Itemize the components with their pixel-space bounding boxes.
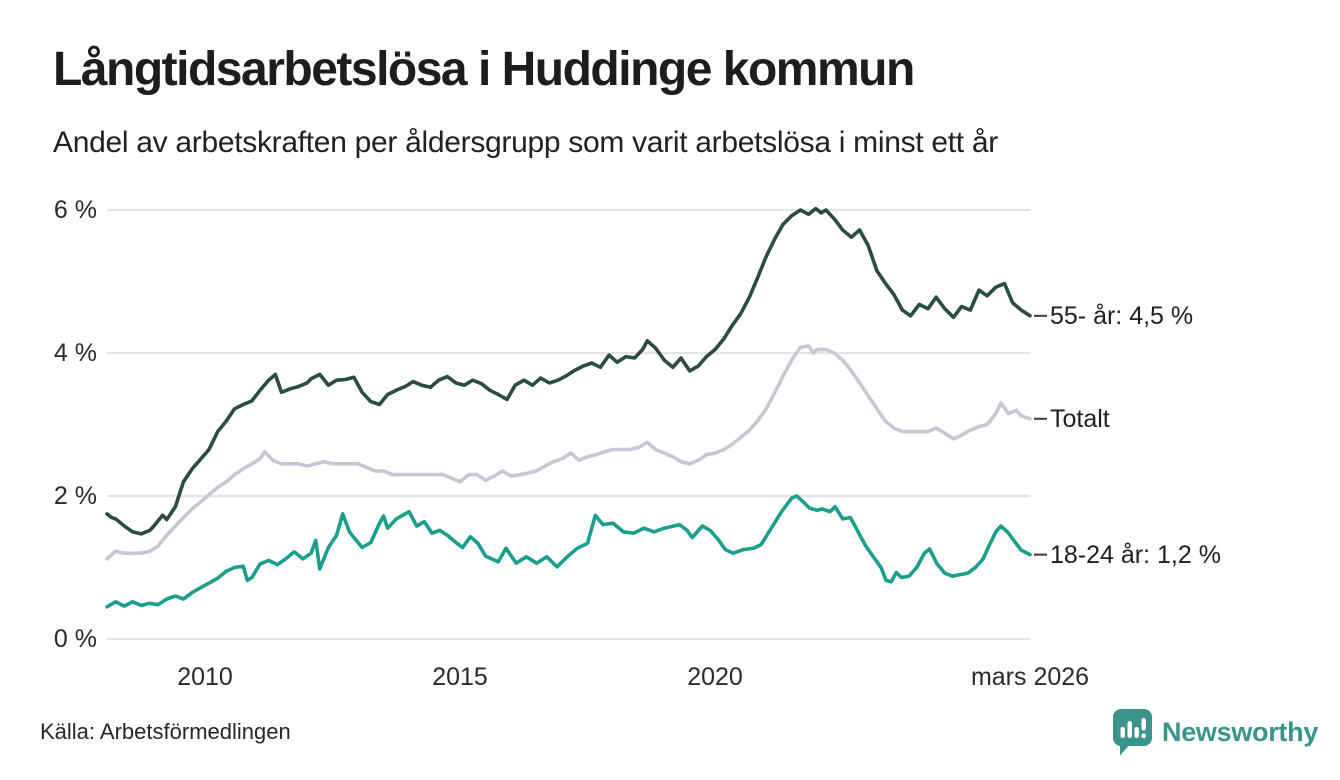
- x-axis-tick-label: 2015: [432, 663, 488, 691]
- newsworthy-wordmark: Newsworthy: [1162, 716, 1319, 747]
- series-end-label: Totalt: [1050, 404, 1110, 433]
- newsworthy-logo: Newsworthy: [1112, 708, 1318, 756]
- x-axis-tick-label: mars 2026: [970, 663, 1090, 691]
- x-axis-tick-label: 2020: [687, 663, 743, 691]
- y-axis-tick-label: 2 %: [53, 482, 97, 510]
- y-axis-tick-label: 4 %: [53, 339, 97, 367]
- series-line-55-r: [105, 206, 1032, 536]
- x-axis-tick-label: 2010: [177, 663, 233, 691]
- newsworthy-speech-bubble-bar-chart-icon: [1112, 709, 1152, 756]
- chart-title: Långtidsarbetslösa i Huddinge kommun: [53, 43, 915, 96]
- chart-subtitle: Andel av arbetskraften per åldersgrupp s…: [53, 126, 998, 159]
- source-credit: Källa: Arbetsförmedlingen: [40, 719, 291, 744]
- y-axis-tick-label: 0 %: [53, 625, 97, 653]
- series-line-Totalt: [105, 344, 1032, 561]
- series-line-18-24-r: [105, 494, 1032, 609]
- y-axis-tick-label: 6 %: [53, 196, 97, 224]
- series-end-label: 55- år: 4,5 %: [1050, 301, 1194, 330]
- series-end-label: 18-24 år: 1,2 %: [1050, 540, 1221, 569]
